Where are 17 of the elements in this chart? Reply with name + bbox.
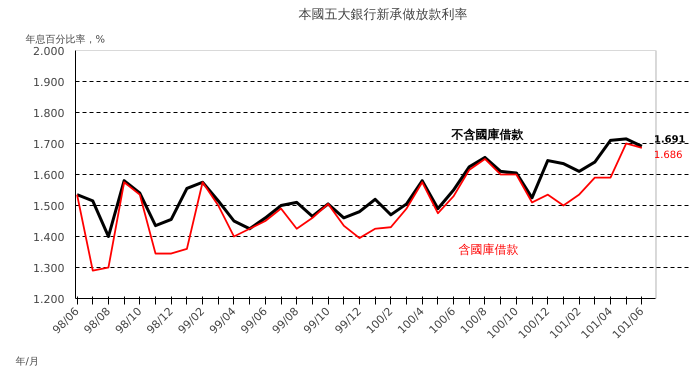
y-tick-label: 2.000 [33, 45, 65, 58]
y-tick-label: 1.600 [33, 169, 65, 182]
y-tick-label: 1.900 [33, 76, 65, 89]
line-series [76, 142, 643, 272]
data-label: 1.686 [654, 150, 683, 161]
y-tick-label: 1.500 [33, 200, 65, 213]
y-axis-title: 年息百分比率，% [26, 34, 106, 46]
chart-title: 本國五大銀行新承做放款利率 [298, 6, 468, 22]
y-tick-label: 1.700 [33, 138, 65, 151]
text: 含國庫借款 [458, 242, 518, 256]
y-tick-label: 1.400 [33, 231, 65, 244]
y-tick-label: 1.200 [33, 293, 65, 306]
series-label: 不含國庫借款 [450, 128, 524, 142]
data-label: 1.691 [654, 134, 686, 146]
x-axis-title: 年/月 [16, 356, 39, 368]
y-tick-label: 1.800 [33, 107, 65, 120]
y-tick-label: 1.300 [33, 262, 65, 275]
